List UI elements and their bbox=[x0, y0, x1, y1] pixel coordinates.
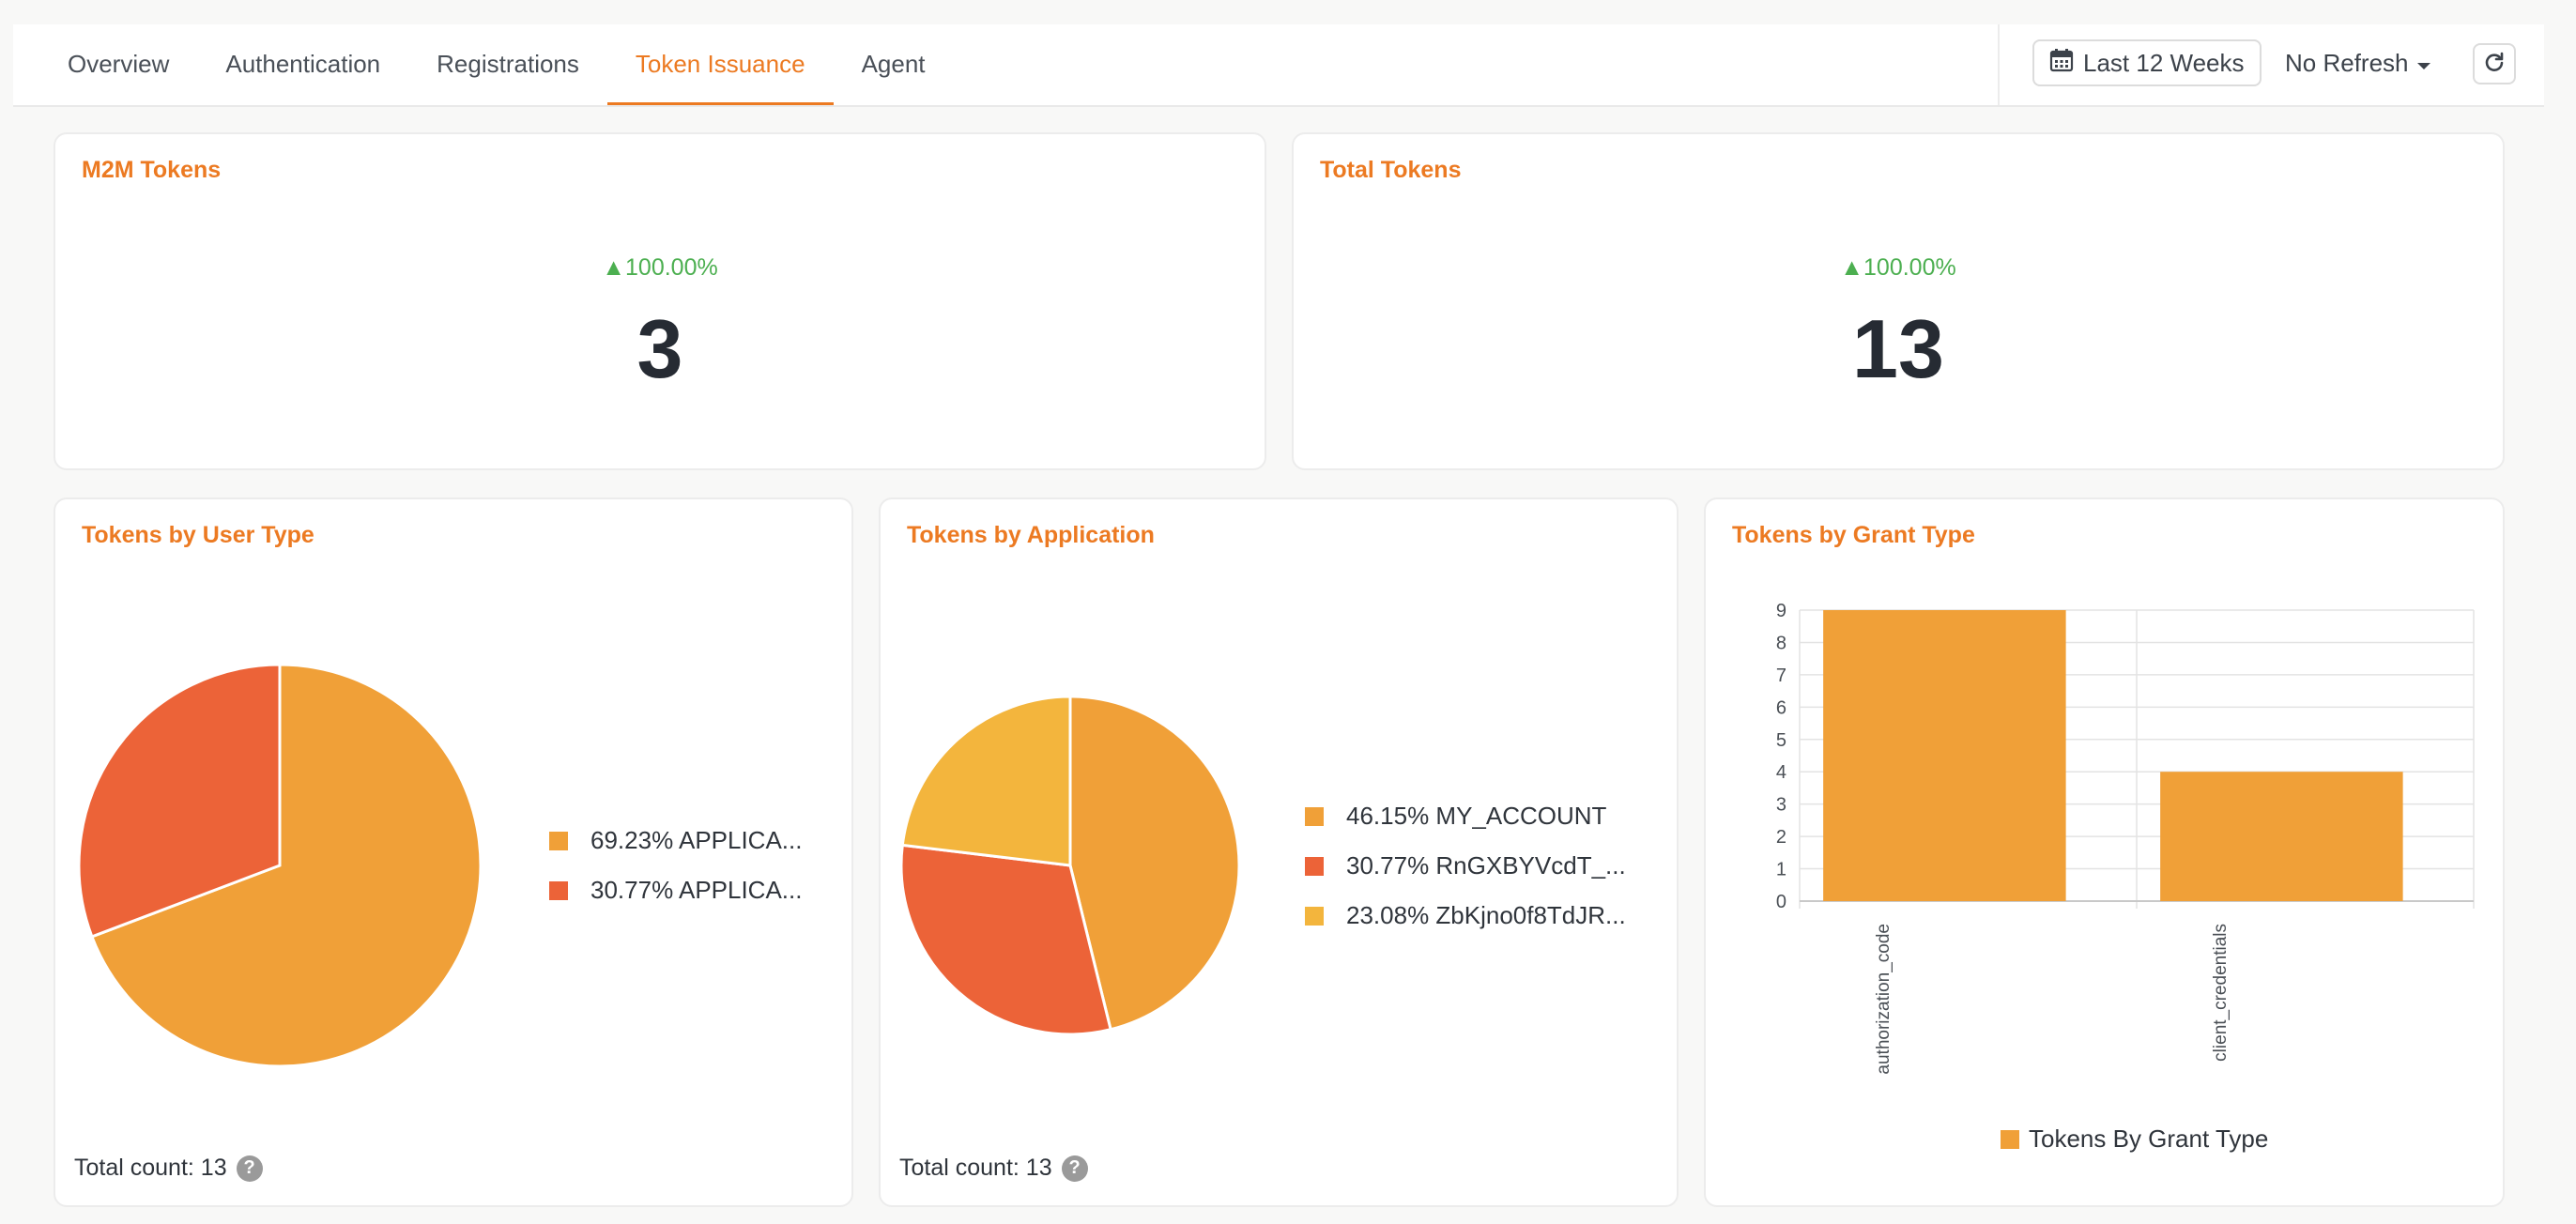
legend-item[interactable]: 46.15% MY_ACCOUNT bbox=[1305, 791, 1626, 841]
date-range-button[interactable]: Last 12 Weeks bbox=[2032, 39, 2262, 86]
metric-value: 13 bbox=[1852, 302, 1944, 395]
pie-slice-0[interactable] bbox=[1068, 695, 1241, 1032]
legend-swatch bbox=[2001, 1130, 2019, 1149]
caret-down-icon bbox=[2416, 49, 2431, 78]
tab-authentication[interactable]: Authentication bbox=[225, 50, 381, 78]
total-count: Total count: 13 ? bbox=[899, 1155, 1088, 1182]
legend-label[interactable]: Tokens By Grant Type bbox=[2029, 1125, 2268, 1153]
bar-client_credentials[interactable] bbox=[2160, 772, 2403, 901]
pie-slice-1[interactable] bbox=[77, 663, 282, 939]
tab-overview[interactable]: Overview bbox=[68, 50, 170, 78]
tokens-by-application-card: Tokens by Application 46.15% MY_ACCOUNT … bbox=[879, 497, 1679, 1207]
y-tick-label: 8 bbox=[1776, 633, 1786, 653]
y-tick-label: 1 bbox=[1776, 860, 1786, 880]
calendar-icon bbox=[2049, 48, 2074, 79]
total-count-label: Total count: 13 bbox=[74, 1155, 227, 1181]
top-bar: Overview Authentication Registrations To… bbox=[13, 24, 2544, 107]
legend-item[interactable]: 23.08% ZbKjno0f8TdJR... bbox=[1305, 891, 1626, 941]
y-tick-label: 9 bbox=[1776, 601, 1786, 621]
application-legend: 46.15% MY_ACCOUNT 30.77% RnGXBYVcdT_... … bbox=[1305, 791, 1626, 941]
legend-swatch bbox=[1305, 906, 1324, 926]
trend-delta: ▲100.00% bbox=[55, 254, 1265, 282]
pie-slice-0[interactable] bbox=[89, 663, 483, 1068]
tab-registrations[interactable]: Registrations bbox=[437, 50, 579, 78]
y-tick-label: 7 bbox=[1776, 666, 1786, 686]
tab-token-issuance[interactable]: Token Issuance bbox=[606, 24, 834, 105]
y-tick-label: 5 bbox=[1776, 730, 1786, 751]
trend-up-icon: ▲ bbox=[1840, 254, 1864, 281]
card-title: M2M Tokens bbox=[82, 157, 222, 183]
card-title: Tokens by Grant Type bbox=[1732, 522, 1975, 548]
y-tick-label: 6 bbox=[1776, 697, 1786, 718]
legend-swatch bbox=[1305, 806, 1324, 826]
user-type-legend: 69.23% APPLICA... 30.77% APPLICA... bbox=[549, 816, 802, 915]
help-icon[interactable]: ? bbox=[236, 1155, 263, 1182]
total-count: Total count: 13 ? bbox=[74, 1155, 263, 1182]
tab-bar: Overview Authentication Registrations To… bbox=[39, 24, 954, 105]
x-tick-label: authorization_code bbox=[1874, 924, 1894, 1075]
refresh-interval-label: No Refresh bbox=[2285, 48, 2409, 77]
total-tokens-card: Total Tokens ▲100.00% 13 bbox=[1292, 132, 2505, 470]
legend-swatch bbox=[1305, 856, 1324, 876]
legend-label: 46.15% MY_ACCOUNT bbox=[1346, 802, 1607, 830]
help-icon[interactable]: ? bbox=[1061, 1155, 1088, 1182]
application-pie-chart bbox=[899, 695, 1241, 1036]
legend-item[interactable]: 30.77% APPLICA... bbox=[549, 865, 802, 915]
m2m-tokens-card: M2M Tokens ▲100.00% 3 bbox=[54, 132, 1266, 470]
y-tick-label: 2 bbox=[1776, 827, 1786, 848]
legend-label: 30.77% RnGXBYVcdT_... bbox=[1346, 851, 1626, 880]
refresh-interval-select[interactable]: No Refresh bbox=[2285, 39, 2431, 86]
trend-delta-value: 100.00% bbox=[625, 254, 718, 281]
trend-up-icon: ▲ bbox=[602, 254, 626, 281]
y-tick-label: 3 bbox=[1776, 795, 1786, 816]
legend-swatch bbox=[549, 831, 568, 850]
reload-button[interactable] bbox=[2473, 43, 2516, 84]
legend-label: 23.08% ZbKjno0f8TdJR... bbox=[1346, 901, 1626, 929]
y-tick-label: 0 bbox=[1776, 892, 1786, 912]
legend-label: 69.23% APPLICA... bbox=[590, 826, 803, 854]
trend-delta: ▲100.00% bbox=[1294, 254, 2503, 282]
legend-item[interactable]: 30.77% RnGXBYVcdT_... bbox=[1305, 841, 1626, 891]
reload-icon bbox=[2483, 51, 2506, 78]
user-type-pie-chart bbox=[77, 663, 483, 1068]
legend-item[interactable]: 69.23% APPLICA... bbox=[549, 816, 802, 865]
pie-slice-2[interactable] bbox=[900, 695, 1072, 867]
card-title: Tokens by User Type bbox=[82, 522, 314, 548]
toolbar-divider bbox=[1998, 24, 2000, 105]
trend-delta-value: 100.00% bbox=[1863, 254, 1956, 281]
grant-type-bar-chart: 0 1 2 3 4 5 6 7 8 9 authorization_code client_crede… bbox=[1776, 601, 2475, 1153]
y-tick-label: 4 bbox=[1776, 762, 1786, 783]
bar-authorization_code[interactable] bbox=[1823, 610, 2066, 901]
pie-slice-1[interactable] bbox=[899, 843, 1112, 1036]
card-title: Tokens by Application bbox=[907, 522, 1155, 548]
date-range-label: Last 12 Weeks bbox=[2083, 48, 2245, 77]
total-count-label: Total count: 13 bbox=[899, 1155, 1052, 1181]
metric-value: 3 bbox=[636, 302, 683, 395]
legend-swatch bbox=[549, 880, 568, 900]
card-title: Total Tokens bbox=[1320, 157, 1462, 183]
tokens-by-user-type-card: Tokens by User Type 69.23% APPLICA... 30… bbox=[54, 497, 853, 1207]
x-tick-label: client_credentials bbox=[2211, 924, 2231, 1062]
tab-agent[interactable]: Agent bbox=[861, 50, 926, 78]
legend-label: 30.77% APPLICA... bbox=[590, 876, 803, 904]
tokens-by-grant-type-card: Tokens by Grant Type 0 1 2 3 4 5 6 7 8 9 authoriza… bbox=[1704, 497, 2505, 1207]
